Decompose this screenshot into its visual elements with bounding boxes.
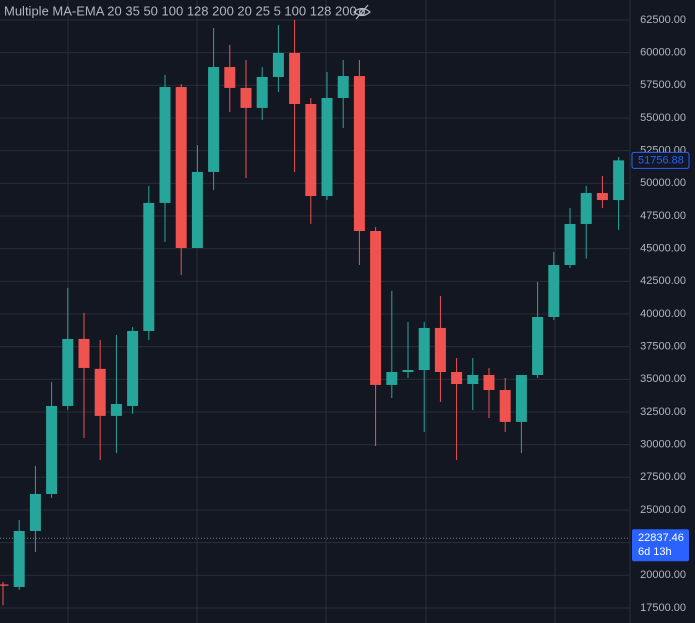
- candle-body: [208, 67, 220, 172]
- y-tick-label: 32500.00: [640, 406, 686, 418]
- y-tick-label: 27500.00: [640, 471, 686, 483]
- candle-body: [483, 375, 495, 391]
- y-tick-label: 37500.00: [640, 341, 686, 353]
- candle-body: [386, 371, 398, 385]
- y-tick-label: 50000.00: [640, 177, 686, 189]
- candle-body: [321, 97, 333, 196]
- price-label-box: [632, 529, 689, 562]
- candle-body: [613, 160, 625, 201]
- candle-body: [305, 104, 317, 196]
- candle-body: [353, 76, 365, 232]
- candle-body: [94, 368, 106, 416]
- y-tick-label: 42500.00: [640, 275, 686, 287]
- y-tick-label: 20000.00: [640, 569, 686, 581]
- y-tick-label: 60000.00: [640, 47, 686, 59]
- y-tick-label: 55000.00: [640, 112, 686, 124]
- candle-body: [370, 231, 382, 385]
- candle-body: [46, 405, 58, 494]
- y-tick-label: 47500.00: [640, 210, 686, 222]
- y-tick-label: 17500.00: [640, 602, 686, 614]
- candle-body: [13, 530, 25, 587]
- candle-body: [467, 375, 479, 385]
- candle-body: [29, 493, 41, 531]
- candle-body: [127, 330, 139, 406]
- candle-body: [289, 52, 301, 105]
- price-label-box: [631, 151, 690, 169]
- candle-body: [78, 338, 90, 368]
- candle-body: [337, 76, 349, 98]
- y-tick-label: 40000.00: [640, 308, 686, 320]
- candle-body: [515, 375, 527, 422]
- labels: 17500.0020000.0022500.0025000.0027500.00…: [631, 14, 690, 614]
- y-tick-label: 62500.00: [640, 14, 686, 26]
- y-tick-label: 25000.00: [640, 504, 686, 516]
- y-tick-label: 30000.00: [640, 439, 686, 451]
- eye-pupil: [358, 8, 366, 16]
- price-sublabel: 6d 13h: [638, 546, 672, 558]
- candle-body: [434, 327, 446, 372]
- candle-body: [143, 202, 155, 331]
- candle-body: [564, 223, 576, 265]
- price-label: 22837.46: [638, 532, 684, 544]
- candle-body: [0, 584, 9, 586]
- candle-body: [532, 316, 544, 376]
- candle-body: [418, 327, 430, 371]
- candle-body: [159, 87, 171, 203]
- y-tick-label: 57500.00: [640, 79, 686, 91]
- candle-body: [224, 67, 236, 88]
- candle-body: [499, 390, 511, 422]
- candle-body: [548, 264, 560, 317]
- candle-body: [451, 371, 463, 385]
- candle-body: [62, 338, 74, 406]
- y-tick-label: 35000.00: [640, 373, 686, 385]
- candle-body: [110, 404, 122, 416]
- price-label: 51756.88: [638, 154, 684, 166]
- candle-body: [272, 52, 284, 77]
- candle-body: [175, 87, 187, 248]
- y-tick-label: 45000.00: [640, 243, 686, 255]
- candles: [0, 19, 625, 606]
- candle-body: [256, 76, 268, 108]
- candle-body: [402, 370, 414, 372]
- candle-body: [596, 192, 608, 201]
- candle-body: [580, 192, 592, 224]
- candle-body: [191, 171, 203, 248]
- indicator-title: Multiple MA-EMA 20 35 50 100 128 200 20 …: [4, 3, 357, 18]
- hide-icon[interactable]: [353, 4, 371, 20]
- candle-body: [240, 87, 252, 108]
- eye-outline: [353, 7, 371, 17]
- eye-slash: [355, 4, 369, 20]
